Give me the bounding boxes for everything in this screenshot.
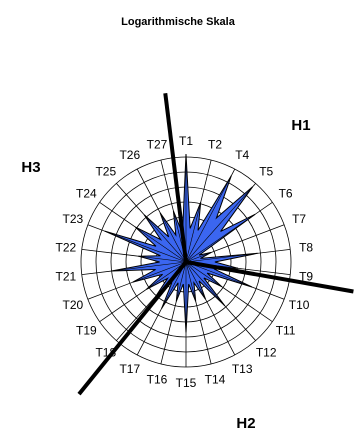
series-point-T25: [143, 214, 187, 263]
category-label: T7: [292, 212, 306, 226]
series-point-T4: [185, 175, 232, 263]
category-label: T21: [56, 270, 77, 284]
series-point-T19: [146, 261, 187, 290]
series-point-T14: [185, 261, 196, 302]
category-label: T17: [119, 362, 140, 376]
category-label: T11: [276, 324, 296, 338]
category-label: T26: [119, 148, 140, 162]
category-label: T9: [299, 270, 313, 284]
category-label: T20: [63, 298, 84, 312]
sector-dividers: [77, 93, 354, 396]
series-point-T11: [185, 261, 222, 287]
series-point-T26: [159, 212, 187, 263]
category-label: T6: [279, 186, 293, 200]
series-point-T13: [185, 261, 206, 300]
series-point-T21: [111, 261, 187, 272]
category-label: T19: [76, 324, 97, 338]
category-label: T15: [176, 376, 197, 390]
series-point-T20: [132, 261, 187, 283]
series-point-T8: [185, 253, 258, 263]
category-label: T16: [147, 373, 168, 387]
sector-label-H3: H3: [21, 159, 40, 176]
sector-divider: [185, 260, 354, 294]
series-point-T7: [185, 252, 212, 263]
category-label: T10: [289, 298, 310, 312]
series-point-T6: [185, 214, 256, 263]
sector-labels: H1 H2 H3: [21, 117, 310, 432]
series-point-T5: [185, 186, 253, 263]
category-label: T4: [235, 148, 249, 162]
series-point-T16: [176, 261, 187, 302]
category-label: T25: [95, 164, 116, 178]
category-label: T24: [76, 186, 97, 200]
category-label: T8: [299, 240, 313, 254]
series-point-T12: [185, 261, 226, 306]
category-label: T22: [56, 240, 77, 254]
sector-label-H2: H2: [236, 415, 255, 432]
chart-title: Logarithmische Skala: [121, 16, 236, 28]
category-label: T1: [179, 134, 193, 148]
series-point-T23: [104, 230, 187, 263]
category-label: T23: [63, 212, 84, 226]
sector-divider: [163, 93, 188, 263]
category-label: T14: [205, 373, 226, 387]
category-label: T18: [95, 346, 116, 360]
series-spokes: [104, 154, 258, 333]
sector-divider: [77, 260, 188, 396]
category-label: T5: [259, 164, 273, 178]
series-point-T24: [135, 226, 187, 263]
category-label: T12: [256, 346, 277, 360]
category-label: T13: [232, 362, 253, 376]
series-point-T10: [185, 261, 253, 288]
category-label: T27: [147, 138, 168, 152]
series-point-T22: [138, 255, 187, 263]
sector-label-H1: H1: [291, 117, 310, 134]
series-point-T2: [185, 202, 202, 263]
category-label: T2: [208, 138, 222, 152]
